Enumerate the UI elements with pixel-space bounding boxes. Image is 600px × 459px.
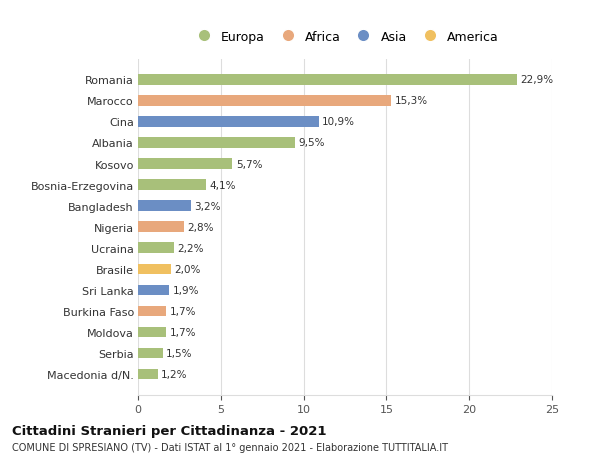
Bar bbox=[138, 201, 191, 212]
Text: Cittadini Stranieri per Cittadinanza - 2021: Cittadini Stranieri per Cittadinanza - 2… bbox=[12, 425, 326, 437]
Bar bbox=[138, 327, 166, 337]
Text: 1,7%: 1,7% bbox=[169, 306, 196, 316]
Bar bbox=[138, 138, 295, 148]
Bar bbox=[138, 243, 175, 253]
Bar bbox=[138, 285, 169, 296]
Text: 10,9%: 10,9% bbox=[322, 117, 355, 127]
Text: 15,3%: 15,3% bbox=[395, 96, 428, 106]
Bar bbox=[138, 306, 166, 317]
Bar bbox=[138, 222, 184, 232]
Bar bbox=[138, 348, 163, 358]
Text: 1,5%: 1,5% bbox=[166, 348, 193, 358]
Text: 1,2%: 1,2% bbox=[161, 369, 188, 379]
Text: 4,1%: 4,1% bbox=[209, 180, 236, 190]
Text: 2,8%: 2,8% bbox=[188, 222, 214, 232]
Text: 9,5%: 9,5% bbox=[299, 138, 325, 148]
Bar bbox=[138, 180, 206, 190]
Bar bbox=[138, 264, 171, 274]
Text: 1,7%: 1,7% bbox=[169, 327, 196, 337]
Text: 22,9%: 22,9% bbox=[521, 75, 554, 85]
Text: 2,2%: 2,2% bbox=[178, 243, 204, 253]
Legend: Europa, Africa, Asia, America: Europa, Africa, Asia, America bbox=[186, 26, 504, 49]
Bar bbox=[138, 117, 319, 128]
Bar bbox=[138, 96, 391, 106]
Bar bbox=[138, 75, 517, 85]
Text: 1,9%: 1,9% bbox=[173, 285, 199, 295]
Text: 2,0%: 2,0% bbox=[175, 264, 201, 274]
Text: 5,7%: 5,7% bbox=[236, 159, 262, 169]
Bar bbox=[138, 369, 158, 380]
Text: 3,2%: 3,2% bbox=[194, 201, 221, 211]
Bar bbox=[138, 159, 232, 169]
Text: COMUNE DI SPRESIANO (TV) - Dati ISTAT al 1° gennaio 2021 - Elaborazione TUTTITAL: COMUNE DI SPRESIANO (TV) - Dati ISTAT al… bbox=[12, 442, 448, 452]
